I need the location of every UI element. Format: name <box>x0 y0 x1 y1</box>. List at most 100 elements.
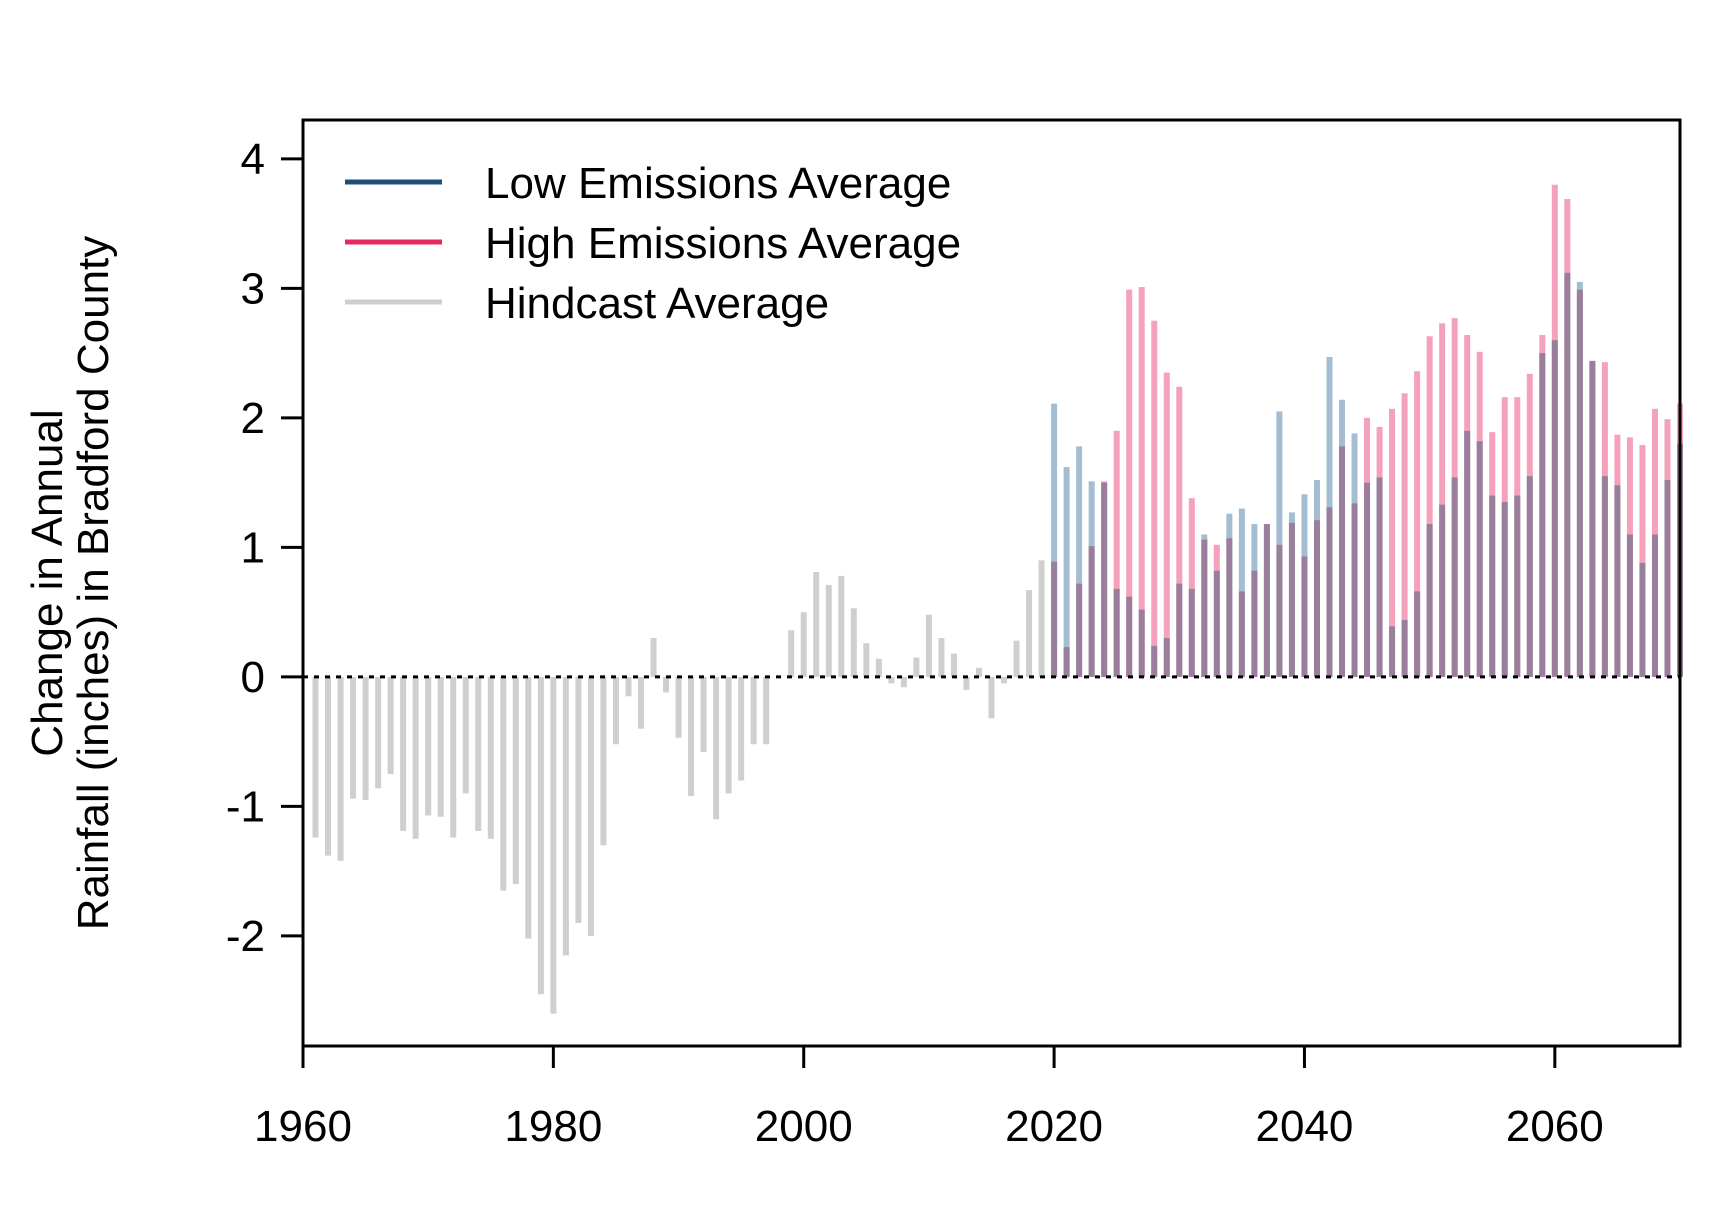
y-tick-label: -1 <box>226 782 265 831</box>
low-emissions-bar <box>1564 272 1571 677</box>
y-tick-label: 3 <box>241 264 265 313</box>
hindcast-bar <box>387 676 394 775</box>
hindcast-bar <box>713 676 720 820</box>
hindcast-bar <box>525 676 532 939</box>
hindcast-bar <box>813 571 820 677</box>
hindcast-bar <box>450 676 457 838</box>
hindcast-bar <box>1013 640 1020 677</box>
legend-label: Low Emissions Average <box>485 159 951 208</box>
y-axis: -2 -1 0 1 2 3 4 <box>226 135 303 961</box>
hindcast-bar <box>875 658 882 677</box>
high-emissions-bar <box>1126 289 1133 677</box>
high-emissions-bar <box>1088 546 1095 677</box>
hindcast-bar <box>788 630 795 677</box>
high-emissions-bar <box>1113 430 1120 677</box>
y-tick-label: 1 <box>241 523 265 572</box>
low-emissions-bar <box>1188 588 1195 677</box>
low-emissions-bar <box>1426 524 1433 677</box>
hindcast-bar <box>375 676 382 789</box>
x-tick-label: 1980 <box>504 1102 602 1151</box>
hindcast-bar <box>825 584 832 677</box>
low-emissions-bar <box>1476 441 1483 677</box>
hindcast-bar <box>675 676 682 738</box>
hindcast-bar <box>750 676 757 745</box>
hindcast-bar <box>988 676 995 719</box>
hindcast-bar <box>550 676 557 1014</box>
low-emissions-bar <box>1464 430 1471 677</box>
high-emissions-bar <box>1439 323 1446 677</box>
hindcast-bar <box>462 676 469 794</box>
low-emissions-bar <box>1263 524 1270 677</box>
hindcast-bar <box>913 657 920 677</box>
low-emissions-bar <box>1151 645 1158 677</box>
low-emissions-bar <box>1626 534 1633 677</box>
hindcast-bar <box>475 676 482 832</box>
hindcast-bar <box>763 676 770 745</box>
hindcast-bar <box>337 676 344 861</box>
high-emissions-bar <box>1076 583 1083 677</box>
hindcast-bar <box>575 676 582 923</box>
hindcast-bar <box>625 676 632 697</box>
hindcast-bar <box>312 676 319 838</box>
hindcast-bar <box>838 575 845 677</box>
legend-label: Hindcast Average <box>485 279 829 328</box>
low-emissions-bar <box>1051 403 1058 677</box>
high-emissions-bar <box>1288 522 1295 677</box>
low-emissions-bar <box>1526 476 1533 677</box>
high-emissions-bar <box>1163 372 1170 677</box>
x-tick-label: 2040 <box>1256 1102 1354 1151</box>
high-emissions-bar <box>1313 520 1320 677</box>
y-tick-label: -2 <box>226 912 265 961</box>
legend: Low Emissions Average High Emissions Aver… <box>345 159 961 328</box>
high-emissions-bar <box>1188 498 1195 677</box>
low-emissions-bar <box>1076 446 1083 677</box>
low-emissions-bar <box>1376 477 1383 677</box>
hindcast-bar <box>938 638 945 677</box>
hindcast-bar <box>612 676 619 745</box>
y-tick-label: 4 <box>241 135 265 184</box>
hindcast-bar <box>500 676 507 891</box>
hindcast-bar <box>850 608 857 677</box>
hindcast-bar <box>663 676 670 693</box>
y-tick-label: 0 <box>241 653 265 702</box>
hindcast-bar <box>738 676 745 781</box>
low-emissions-bar <box>1163 638 1170 677</box>
high-emissions-bar <box>1414 371 1421 677</box>
hindcast-bar <box>425 676 432 816</box>
hindcast-bar <box>537 676 544 995</box>
low-emissions-bar <box>1551 340 1558 677</box>
high-emissions-bar <box>1576 289 1583 677</box>
hindcast-bar <box>325 676 332 856</box>
high-emissions-bar <box>1138 287 1145 677</box>
hindcast-bar <box>650 638 657 677</box>
hindcast-bar <box>362 676 369 800</box>
x-tick-label: 2020 <box>1005 1102 1103 1151</box>
hindcast-bar <box>600 676 607 846</box>
hindcast-bar <box>975 667 982 677</box>
hindcast-bar <box>888 676 895 684</box>
hindcast-bar <box>688 676 695 797</box>
bars-layer <box>312 184 1683 1014</box>
high-emissions-bar <box>1251 570 1258 677</box>
high-emissions-bar <box>1176 386 1183 677</box>
hindcast-bar <box>350 676 357 799</box>
low-emissions-bar <box>1401 619 1408 677</box>
x-axis: 1960 1980 2000 2020 2040 2060 <box>254 1044 1680 1151</box>
high-emissions-bar <box>1201 539 1208 677</box>
hindcast-bar <box>562 676 569 956</box>
hindcast-bar <box>800 612 807 677</box>
low-emissions-bar <box>1101 482 1108 677</box>
high-emissions-bar <box>1276 544 1283 677</box>
low-emissions-bar <box>1651 534 1658 677</box>
y-axis-title-line: Change in Annual <box>23 409 72 756</box>
hindcast-bar <box>863 643 870 677</box>
high-emissions-bar <box>1351 503 1358 677</box>
high-emissions-bar <box>1326 507 1333 677</box>
low-emissions-bar <box>1639 562 1646 677</box>
hindcast-bar <box>1026 590 1033 677</box>
hindcast-bar <box>963 676 970 690</box>
high-emissions-bar <box>1426 336 1433 677</box>
low-emissions-bar <box>1063 467 1070 677</box>
low-emissions-bar <box>1414 591 1421 677</box>
